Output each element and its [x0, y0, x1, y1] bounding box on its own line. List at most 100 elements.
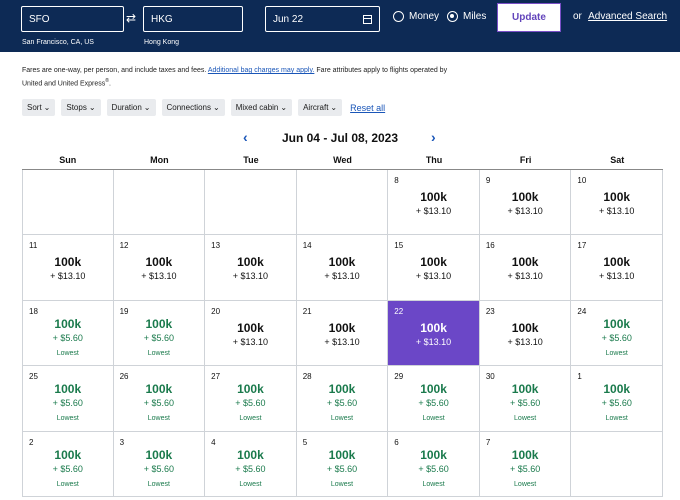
- filter-connections[interactable]: Connections ⌄: [161, 99, 225, 116]
- money-label: Money: [409, 11, 440, 22]
- miles-price: 100k: [237, 320, 264, 335]
- calendar-cell[interactable]: 19 100k + $5.60 Lowest: [113, 300, 206, 367]
- weekday-sun: Sun: [59, 155, 77, 165]
- radio-selected-icon: [447, 11, 458, 22]
- calendar-cell-empty: [205, 170, 297, 236]
- weekday-fri: Fri: [519, 155, 532, 165]
- calendar-cell[interactable]: 10 100k + $13.10: [571, 170, 663, 236]
- calendar-cell[interactable]: 23 100k + $13.10: [479, 300, 572, 367]
- miles-price: 100k: [145, 447, 173, 462]
- calendar-cell[interactable]: 25 100k + $5.60 Lowest: [22, 366, 114, 432]
- calendar-cell[interactable]: 5 100k + $5.60 Lowest: [296, 431, 389, 497]
- calendar-cell[interactable]: 6 100k + $5.60 Lowest: [388, 431, 480, 497]
- miles-price: 100k: [237, 447, 264, 462]
- calendar-cell[interactable]: 29 100k + $5.60 Lowest: [388, 366, 480, 432]
- next-month-icon[interactable]: ›: [431, 129, 436, 145]
- lowest-badge: Lowest: [514, 415, 537, 423]
- calendar-cell[interactable]: 15 100k + $13.10: [388, 235, 480, 301]
- calendar-cell[interactable]: 8 100k + $13.10: [388, 170, 480, 236]
- lowest-badge: Lowest: [330, 415, 354, 423]
- or-label: or: [573, 11, 582, 22]
- advanced-search-link[interactable]: Advanced Search: [588, 11, 668, 22]
- calendar-cell[interactable]: 7 100k + $5.60 Lowest: [479, 431, 572, 497]
- radio-icon: [393, 11, 404, 22]
- filter-duration[interactable]: Duration ⌄: [106, 99, 156, 116]
- miles-price: 100k: [145, 255, 173, 270]
- previous-month-icon[interactable]: ‹: [243, 129, 248, 145]
- calendar-cell[interactable]: 20 100k + $13.10: [205, 300, 297, 367]
- calendar-cell[interactable]: 18 100k + $5.60 Lowest: [22, 300, 114, 367]
- filter-label: Sort: [27, 103, 42, 112]
- day-number: 3: [119, 437, 125, 447]
- filter-mixed-cabin[interactable]: Mixed cabin ⌄: [230, 99, 293, 116]
- lowest-badge: Lowest: [605, 349, 628, 357]
- calendar-cell[interactable]: 1 100k + $5.60 Lowest: [571, 366, 663, 432]
- tax-fee: + $5.60: [52, 332, 83, 343]
- lowest-badge: Lowest: [56, 480, 79, 488]
- day-number: 29: [394, 372, 404, 382]
- update-button[interactable]: Update: [497, 3, 561, 32]
- calendar-cell[interactable]: 13 100k + $13.10: [205, 235, 297, 301]
- filter-stops[interactable]: Stops ⌄: [61, 99, 101, 116]
- day-number: 5: [302, 437, 308, 447]
- miles-radio[interactable]: Miles: [447, 11, 486, 22]
- calendar-cell[interactable]: 17 100k + $13.10: [571, 235, 663, 301]
- calendar-cell-empty: [296, 170, 389, 236]
- calendar-cell[interactable]: 14 100k + $13.10: [296, 235, 389, 301]
- weekday-sat: Sat: [610, 155, 625, 165]
- money-radio[interactable]: Money: [393, 11, 439, 22]
- calendar-cell[interactable]: 26 100k + $5.60 Lowest: [113, 366, 206, 432]
- calendar-cell[interactable]: 11 100k + $13.10: [22, 235, 114, 301]
- calendar-cell[interactable]: 28 100k + $5.60 Lowest: [296, 366, 389, 432]
- tax-fee: + $5.60: [326, 463, 358, 474]
- calendar-cell[interactable]: 12 100k + $13.10: [113, 235, 206, 301]
- calendar-cell[interactable]: 30 100k + $5.60 Lowest: [479, 366, 572, 432]
- registered-mark: ®: [105, 78, 109, 84]
- swap-icon[interactable]: ⇄: [126, 11, 137, 25]
- notice-end: .: [108, 80, 111, 88]
- bag-charges-link[interactable]: Additional bag charges may apply.: [207, 67, 315, 74]
- weekday-tue: Tue: [243, 155, 259, 165]
- calendar-cell[interactable]: 4 100k + $5.60 Lowest: [205, 431, 297, 497]
- calendar-cell[interactable]: 2 100k + $5.60 Lowest: [22, 431, 114, 497]
- miles-price: 100k: [328, 447, 356, 462]
- day-number: 6: [394, 437, 399, 447]
- lowest-badge: Lowest: [147, 349, 170, 357]
- filter-aircraft[interactable]: Aircraft ⌄: [298, 99, 343, 116]
- tax-fee: + $13.10: [507, 206, 543, 216]
- tax-fee: + $13.10: [141, 271, 177, 282]
- destination-input[interactable]: HKG: [143, 6, 243, 32]
- lowest-badge: Lowest: [422, 415, 445, 423]
- filter-label: Stops: [66, 103, 87, 112]
- calendar-cell[interactable]: 3 100k + $5.60 Lowest: [113, 431, 206, 497]
- miles-price: 100k: [54, 316, 82, 331]
- filter-sort[interactable]: Sort ⌄: [22, 99, 56, 116]
- day-number: 20: [211, 306, 221, 316]
- filter-label: Mixed cabin: [235, 103, 279, 112]
- calendar-cell[interactable]: 21 100k + $13.10: [296, 300, 389, 367]
- miles-price: 100k: [237, 382, 264, 397]
- calendar-cell[interactable]: 16 100k + $13.10: [479, 235, 572, 301]
- calendar-cell-selected[interactable]: 22 100k + $13.10: [388, 300, 480, 367]
- miles-label: Miles: [463, 11, 487, 22]
- tax-fee: + $5.60: [143, 463, 174, 474]
- origin-input[interactable]: SFO: [21, 6, 124, 32]
- date-input[interactable]: Jun 22: [265, 6, 380, 32]
- calendar-cell[interactable]: 27 100k + $5.60 Lowest: [205, 366, 297, 432]
- month-navigation: ‹ Jun 04 - Jul 08, 2023 ›: [0, 129, 680, 147]
- miles-price: 100k: [420, 255, 447, 270]
- day-number: 12: [119, 241, 129, 251]
- tax-fee: + $13.10: [507, 271, 543, 282]
- day-number: 30: [485, 372, 495, 382]
- calendar-cell[interactable]: 24 100k + $5.60 Lowest: [571, 300, 663, 367]
- chevron-down-icon: ⌄: [280, 103, 288, 112]
- day-number: 8: [394, 176, 399, 185]
- day-number: 9: [485, 176, 491, 185]
- day-number: 24: [577, 306, 587, 316]
- day-number: 7: [485, 437, 491, 447]
- reset-all-link[interactable]: Reset all: [350, 102, 386, 113]
- calendar-cell-empty: [113, 170, 206, 236]
- calendar-icon[interactable]: [363, 14, 372, 24]
- calendar-cell[interactable]: 9 100k + $13.10: [479, 170, 572, 236]
- day-number: 28: [302, 372, 312, 382]
